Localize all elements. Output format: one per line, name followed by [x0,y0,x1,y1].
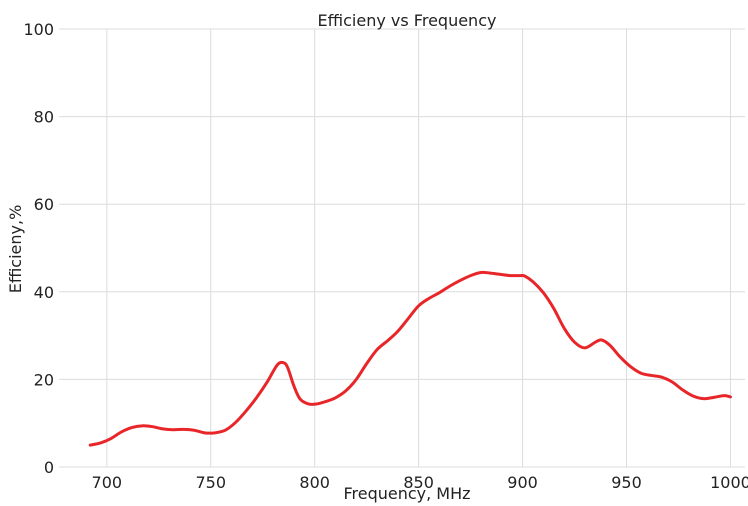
data-point [89,444,91,446]
data-point [702,397,704,399]
data-point [266,381,268,383]
data-point [162,428,164,430]
data-point [509,274,511,276]
data-point [523,275,525,277]
y-tick-label: 80 [34,108,54,127]
data-point [480,271,482,273]
data-point [619,356,621,358]
data-point [469,274,471,276]
y-tick-label: 20 [34,370,54,389]
data-point [299,398,301,400]
data-points [89,271,732,446]
data-point [286,366,288,368]
data-point [324,401,326,403]
data-point [428,297,430,299]
data-point [407,317,409,319]
data-point [723,394,725,396]
data-point [141,425,143,427]
grid [59,28,745,468]
data-point [386,340,388,342]
data-point [629,365,631,367]
data-point [488,272,490,274]
y-tick-label: 60 [34,195,54,214]
chart-title: Efficieny vs Frequency [318,11,497,30]
data-point [131,426,133,428]
data-point [671,381,673,383]
x-tick-label: 750 [195,473,226,492]
x-tick-label: 850 [403,473,434,492]
y-tick-label: 0 [44,458,54,477]
data-point [172,429,174,431]
data-point [316,403,318,405]
data-point [584,347,586,349]
data-point [553,307,555,309]
data-point [650,374,652,376]
data-point [334,397,336,399]
x-tick-label: 800 [299,473,330,492]
data-point [729,396,731,398]
data-point [397,330,399,332]
data-point [245,410,247,412]
data-point [532,281,534,283]
data-point [224,429,226,431]
x-tick-label: 700 [92,473,123,492]
x-tick-label: 900 [507,473,538,492]
data-point [713,396,715,398]
data-point [609,344,611,346]
data-point [417,305,419,307]
data-point [519,274,521,276]
data-point [563,327,565,329]
data-point [692,395,694,397]
data-point [110,437,112,439]
data-point [276,364,278,366]
data-point [99,442,101,444]
data-point [151,426,153,428]
data-point [255,397,257,399]
data-point [600,339,602,341]
data-point [594,341,596,343]
x-axis-label: Frequency, MHz [343,484,470,503]
data-point [120,431,122,433]
data-point [365,362,367,364]
data-point [499,273,501,275]
x-tick-label: 1000 [710,473,748,492]
y-tick-label: 40 [34,283,54,302]
data-point [661,376,663,378]
data-point [214,432,216,434]
data-point [376,348,378,350]
tick-labels: 700 750 800 850 900 950 1000 0 20 40 60 80 100 [23,20,748,492]
data-point [282,362,284,364]
y-tick-label: 100 [23,20,54,39]
data-point [234,421,236,423]
data-point [355,378,357,380]
data-point [573,341,575,343]
data-point [459,279,461,281]
data-point [293,385,295,387]
data-point [193,429,195,431]
data-point [681,389,683,391]
data-point [640,372,642,374]
data-point [203,432,205,434]
data-point [542,291,544,293]
y-axis-label: Efficieny,% [6,205,25,294]
data-point [307,403,309,405]
data-point [183,428,185,430]
efficiency-series-line [88,270,732,447]
data-point [345,390,347,392]
x-tick-label: 950 [611,473,642,492]
data-point [438,291,440,293]
data-point [449,285,451,287]
